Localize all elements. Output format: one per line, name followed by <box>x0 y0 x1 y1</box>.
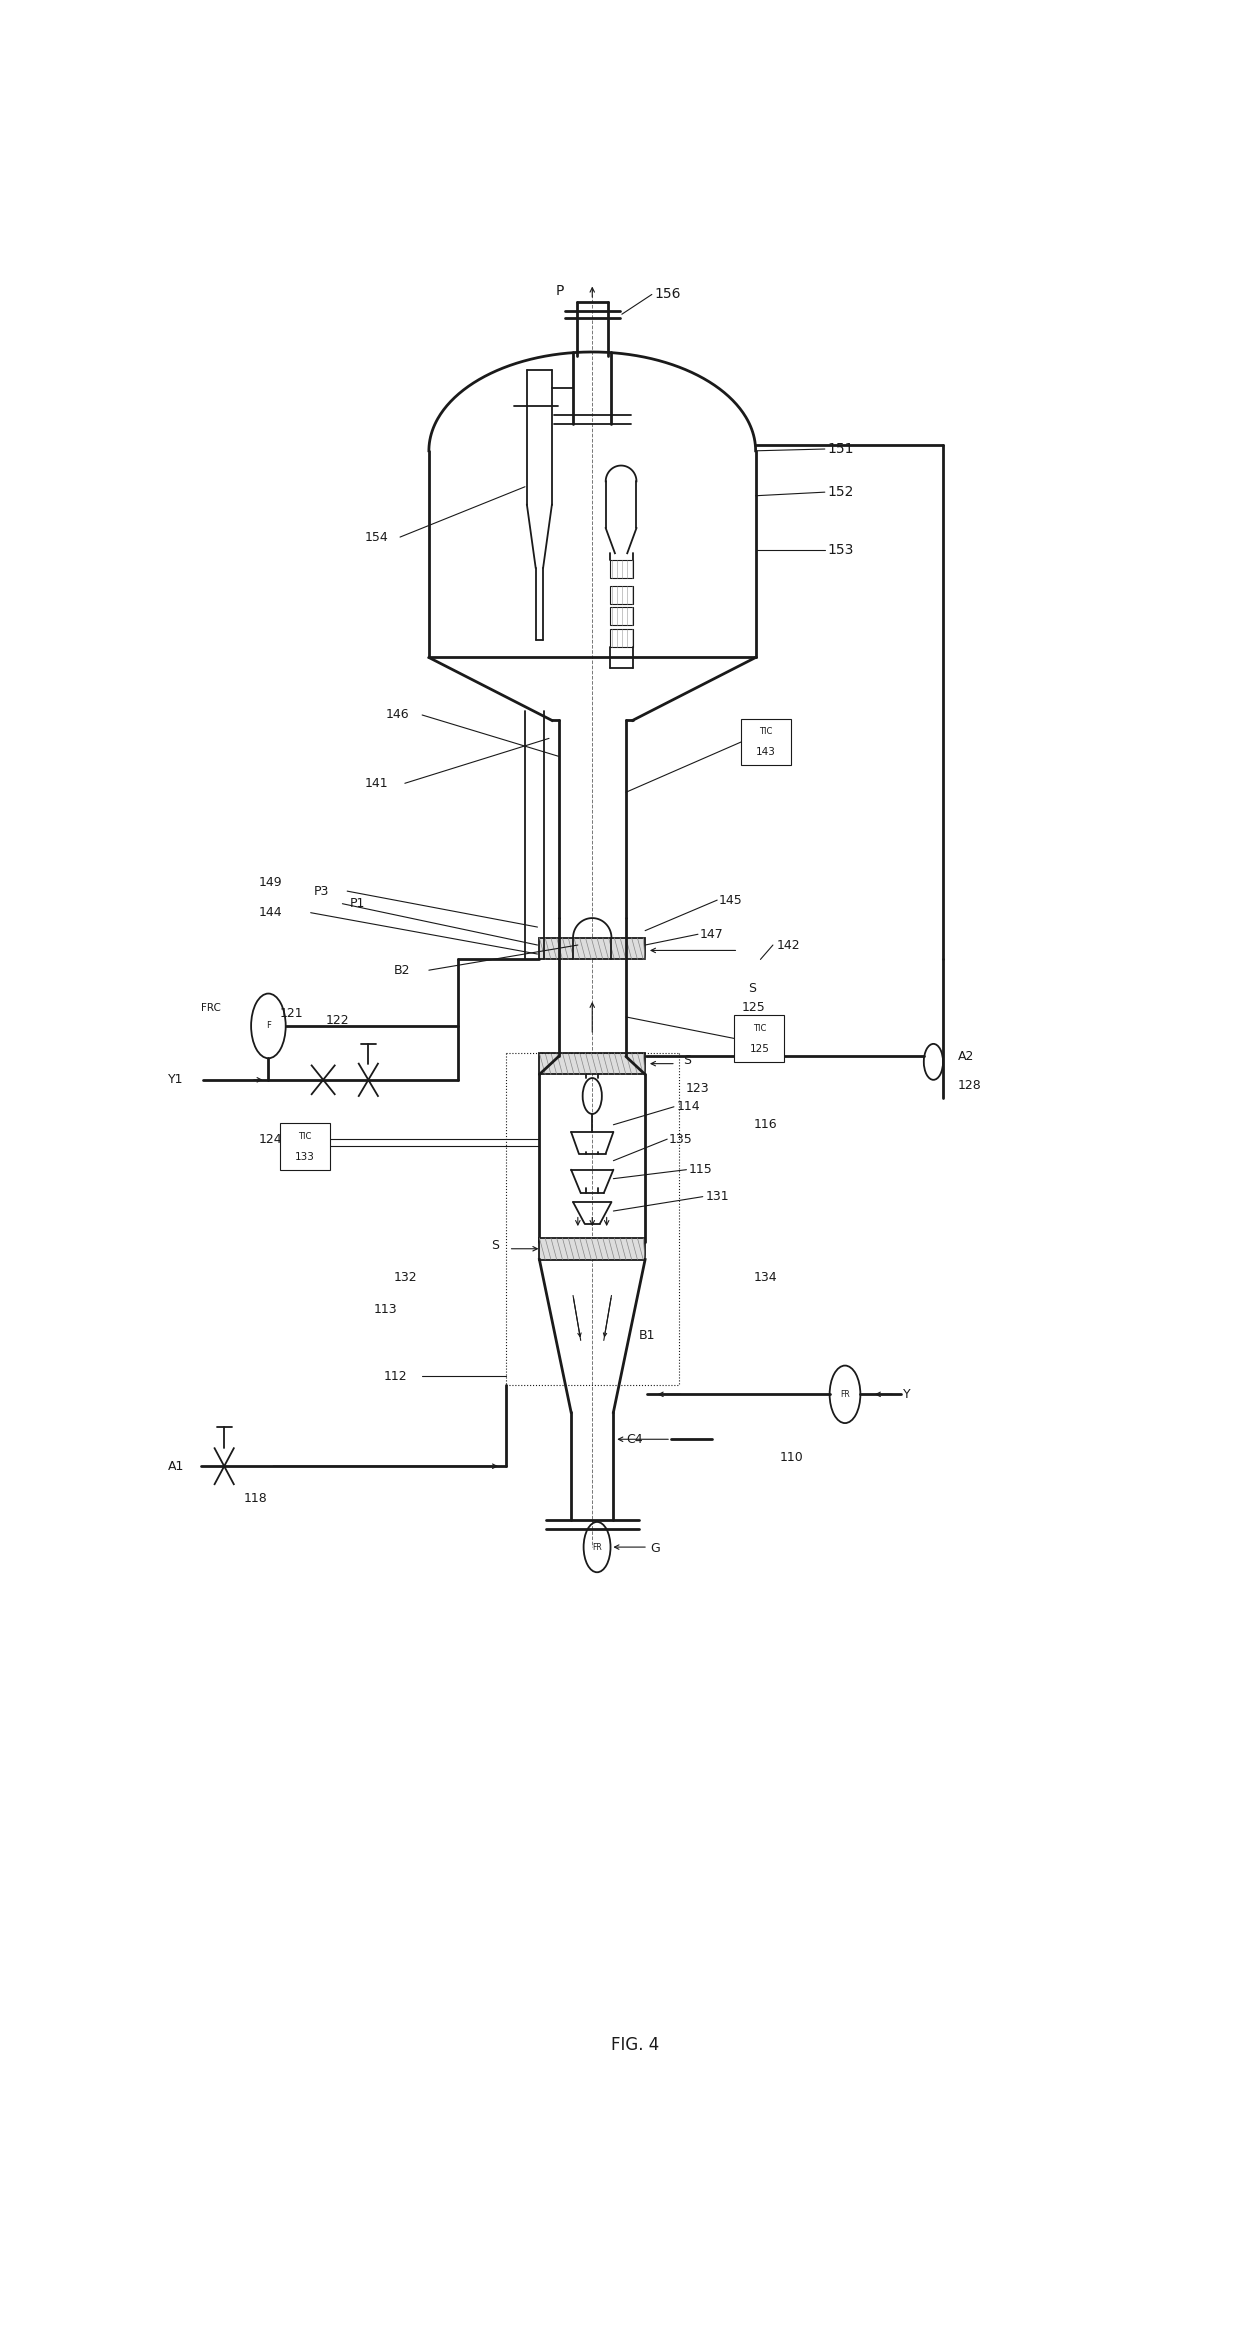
Text: FR: FR <box>841 1389 849 1398</box>
Text: 144: 144 <box>259 906 283 920</box>
Text: 134: 134 <box>754 1272 777 1284</box>
Text: 151: 151 <box>828 441 854 455</box>
Text: 153: 153 <box>828 544 854 555</box>
Text: C4: C4 <box>626 1433 642 1445</box>
Text: P3: P3 <box>314 885 329 899</box>
Text: 113: 113 <box>374 1302 398 1316</box>
Text: 116: 116 <box>754 1118 777 1132</box>
Text: B2: B2 <box>393 964 410 976</box>
Text: 118: 118 <box>243 1491 267 1505</box>
Text: 131: 131 <box>706 1190 729 1202</box>
Text: S: S <box>491 1239 498 1251</box>
Text: 114: 114 <box>677 1099 701 1113</box>
Text: A1: A1 <box>167 1459 184 1473</box>
Text: P1: P1 <box>350 896 366 910</box>
Text: A2: A2 <box>957 1050 973 1062</box>
Text: S: S <box>748 983 756 994</box>
Text: F: F <box>265 1022 270 1029</box>
Text: 154: 154 <box>365 530 388 544</box>
Text: 122: 122 <box>326 1013 350 1027</box>
Text: 128: 128 <box>957 1078 981 1092</box>
Text: S: S <box>683 1053 692 1067</box>
Text: TIC: TIC <box>753 1025 766 1032</box>
Bar <box>280 1123 330 1169</box>
Text: TIC: TIC <box>299 1132 311 1141</box>
Text: FRC: FRC <box>201 1004 221 1013</box>
Text: G: G <box>650 1543 660 1554</box>
Text: B1: B1 <box>639 1328 655 1342</box>
Text: 132: 132 <box>393 1272 417 1284</box>
Bar <box>539 938 645 959</box>
Bar <box>742 719 791 766</box>
Bar <box>539 1237 645 1260</box>
Bar <box>610 586 632 605</box>
Text: 147: 147 <box>699 927 724 941</box>
Text: 146: 146 <box>386 710 409 721</box>
Text: 121: 121 <box>280 1006 304 1020</box>
Text: 112: 112 <box>383 1370 408 1382</box>
Text: 133: 133 <box>295 1151 315 1162</box>
Text: TIC: TIC <box>760 728 773 735</box>
Text: 142: 142 <box>776 938 800 952</box>
Text: 110: 110 <box>780 1452 804 1463</box>
Text: 141: 141 <box>365 777 388 789</box>
Text: 135: 135 <box>670 1132 693 1146</box>
Text: Y: Y <box>903 1389 910 1400</box>
Text: 123: 123 <box>686 1083 709 1095</box>
Text: 149: 149 <box>259 875 283 889</box>
Text: P: P <box>556 285 564 299</box>
Text: 115: 115 <box>688 1162 712 1176</box>
Text: FR: FR <box>593 1543 601 1552</box>
Bar <box>610 560 632 579</box>
Text: 145: 145 <box>719 894 743 906</box>
Bar <box>539 1053 645 1074</box>
Text: 152: 152 <box>828 485 854 499</box>
Text: 125: 125 <box>749 1043 769 1053</box>
Text: 125: 125 <box>742 1001 765 1015</box>
Text: 156: 156 <box>655 287 681 301</box>
Text: FIG. 4: FIG. 4 <box>611 2035 660 2054</box>
Text: Y1: Y1 <box>169 1074 184 1085</box>
Text: 124: 124 <box>259 1132 283 1146</box>
Text: 143: 143 <box>756 747 776 756</box>
Bar <box>610 607 632 626</box>
Bar <box>734 1015 785 1062</box>
Bar <box>610 628 632 647</box>
